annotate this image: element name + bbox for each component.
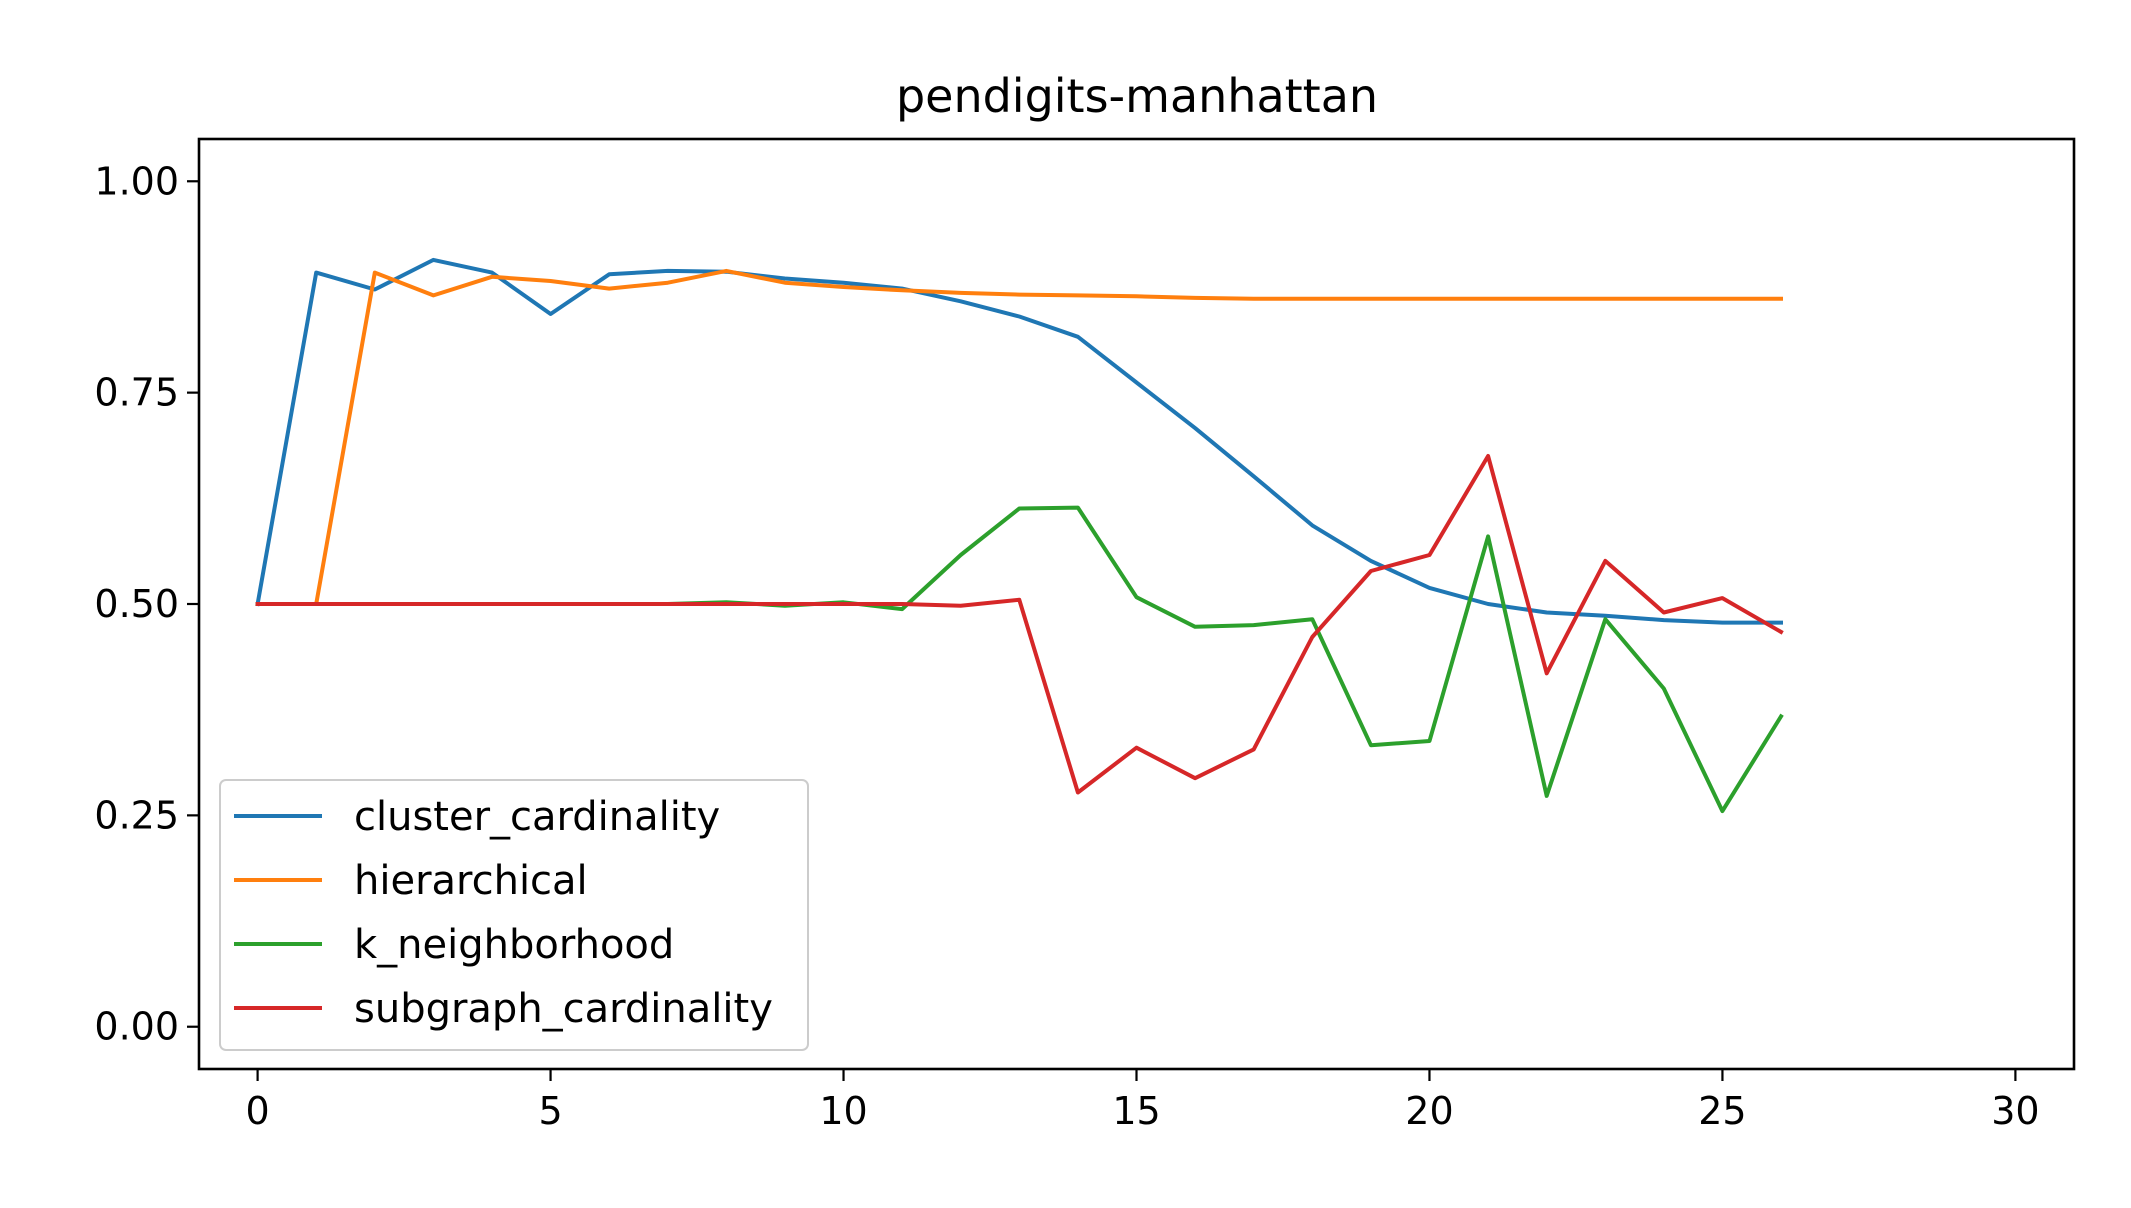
x-tick-label: 5 [538, 1089, 562, 1133]
legend: cluster_cardinality hierarchical k_neighbo… [219, 779, 809, 1051]
series-line-hierarchical [255, 268, 1783, 606]
legend-label: cluster_cardinality [354, 794, 720, 840]
legend-box [219, 779, 809, 1051]
y-tick-label: 0.50 [94, 582, 179, 626]
x-tick-label: 25 [1698, 1089, 1746, 1133]
series-line-subgraph-cardinality [255, 454, 1784, 795]
y-tick-label: 0.75 [94, 371, 179, 415]
plot-frame [197, 137, 2076, 1071]
x-tick-label: 20 [1405, 1089, 1453, 1133]
y-axis-ticks: 0.00 0.25 0.50 0.75 1.00 [94, 159, 199, 1049]
y-tick-label: 1.00 [94, 159, 179, 203]
x-tick-label: 30 [1991, 1089, 2039, 1133]
y-tick-label: 0.00 [94, 1005, 179, 1049]
x-tick-label: 10 [819, 1089, 867, 1133]
legend-label: subgraph_cardinality [354, 986, 773, 1032]
x-tick-label: 0 [246, 1089, 270, 1133]
legend-label: k_neighborhood [354, 922, 674, 968]
series-line-cluster-cardinality [255, 257, 1783, 625]
series-layer [255, 257, 1784, 814]
y-tick-label: 0.25 [94, 793, 179, 837]
x-axis-ticks: 0 5 10 15 20 25 30 [246, 1069, 2040, 1133]
legend-label: hierarchical [354, 858, 588, 904]
x-tick-label: 15 [1112, 1089, 1160, 1133]
chart-title: pendigits-manhattan [896, 69, 1378, 123]
